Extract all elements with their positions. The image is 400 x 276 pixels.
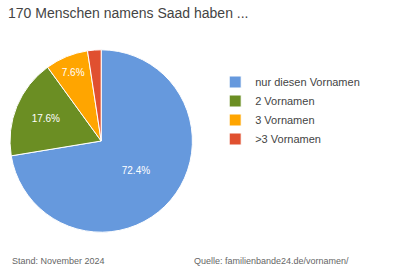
svg-text:170 Menschen namens Saad haben: 170 Menschen namens Saad haben ... (8, 5, 249, 21)
svg-text:>3 Vornamen: >3 Vornamen (255, 133, 321, 145)
svg-text:nur diesen Vornamen: nur diesen Vornamen (255, 76, 360, 88)
svg-text:Stand: November 2024: Stand: November 2024 (12, 256, 105, 266)
svg-text:17.6%: 17.6% (32, 113, 60, 124)
svg-text:Quelle: familienbande24.de/vor: Quelle: familienbande24.de/vornamen/ (194, 256, 349, 266)
svg-text:2 Vornamen: 2 Vornamen (255, 95, 314, 107)
svg-text:72.4%: 72.4% (122, 165, 150, 176)
svg-text:7.6%: 7.6% (62, 67, 85, 78)
svg-text:3 Vornamen: 3 Vornamen (255, 114, 314, 126)
